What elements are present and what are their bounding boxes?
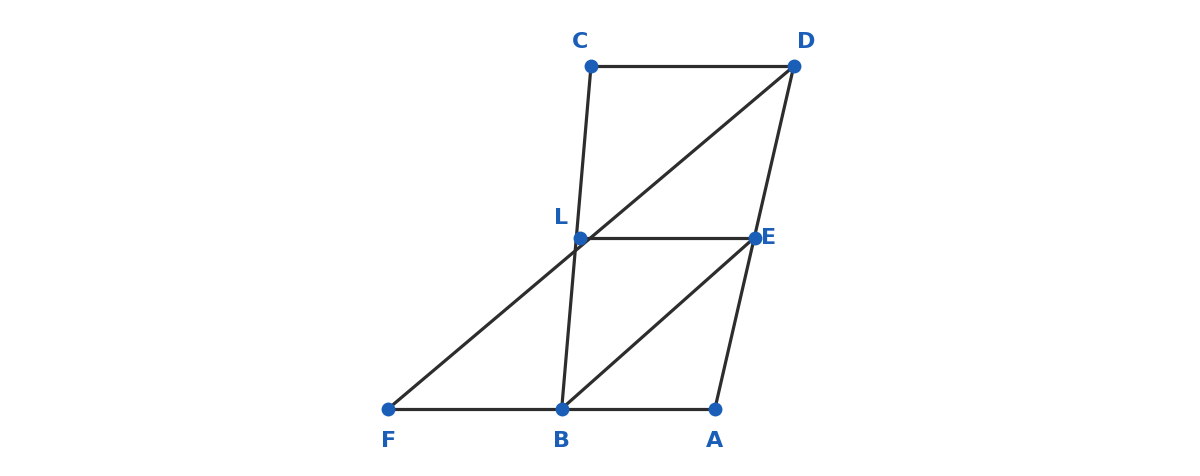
Text: A: A [707,430,724,450]
Text: F: F [380,430,396,450]
Point [378,405,397,413]
Point [784,63,803,71]
Text: E: E [762,228,776,248]
Point [745,234,764,242]
Text: D: D [797,32,816,52]
Text: L: L [553,208,568,228]
Point [581,63,600,71]
Point [552,405,571,413]
Point [706,405,725,413]
Text: B: B [553,430,570,450]
Text: C: C [571,32,588,52]
Point [570,234,589,242]
